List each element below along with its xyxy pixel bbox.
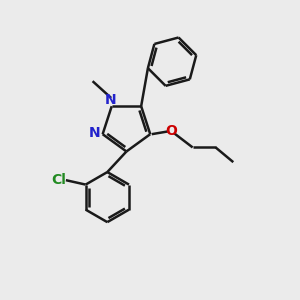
Text: Cl: Cl [52,173,67,187]
Text: N: N [88,126,100,140]
Text: O: O [166,124,177,138]
Text: N: N [104,93,116,107]
